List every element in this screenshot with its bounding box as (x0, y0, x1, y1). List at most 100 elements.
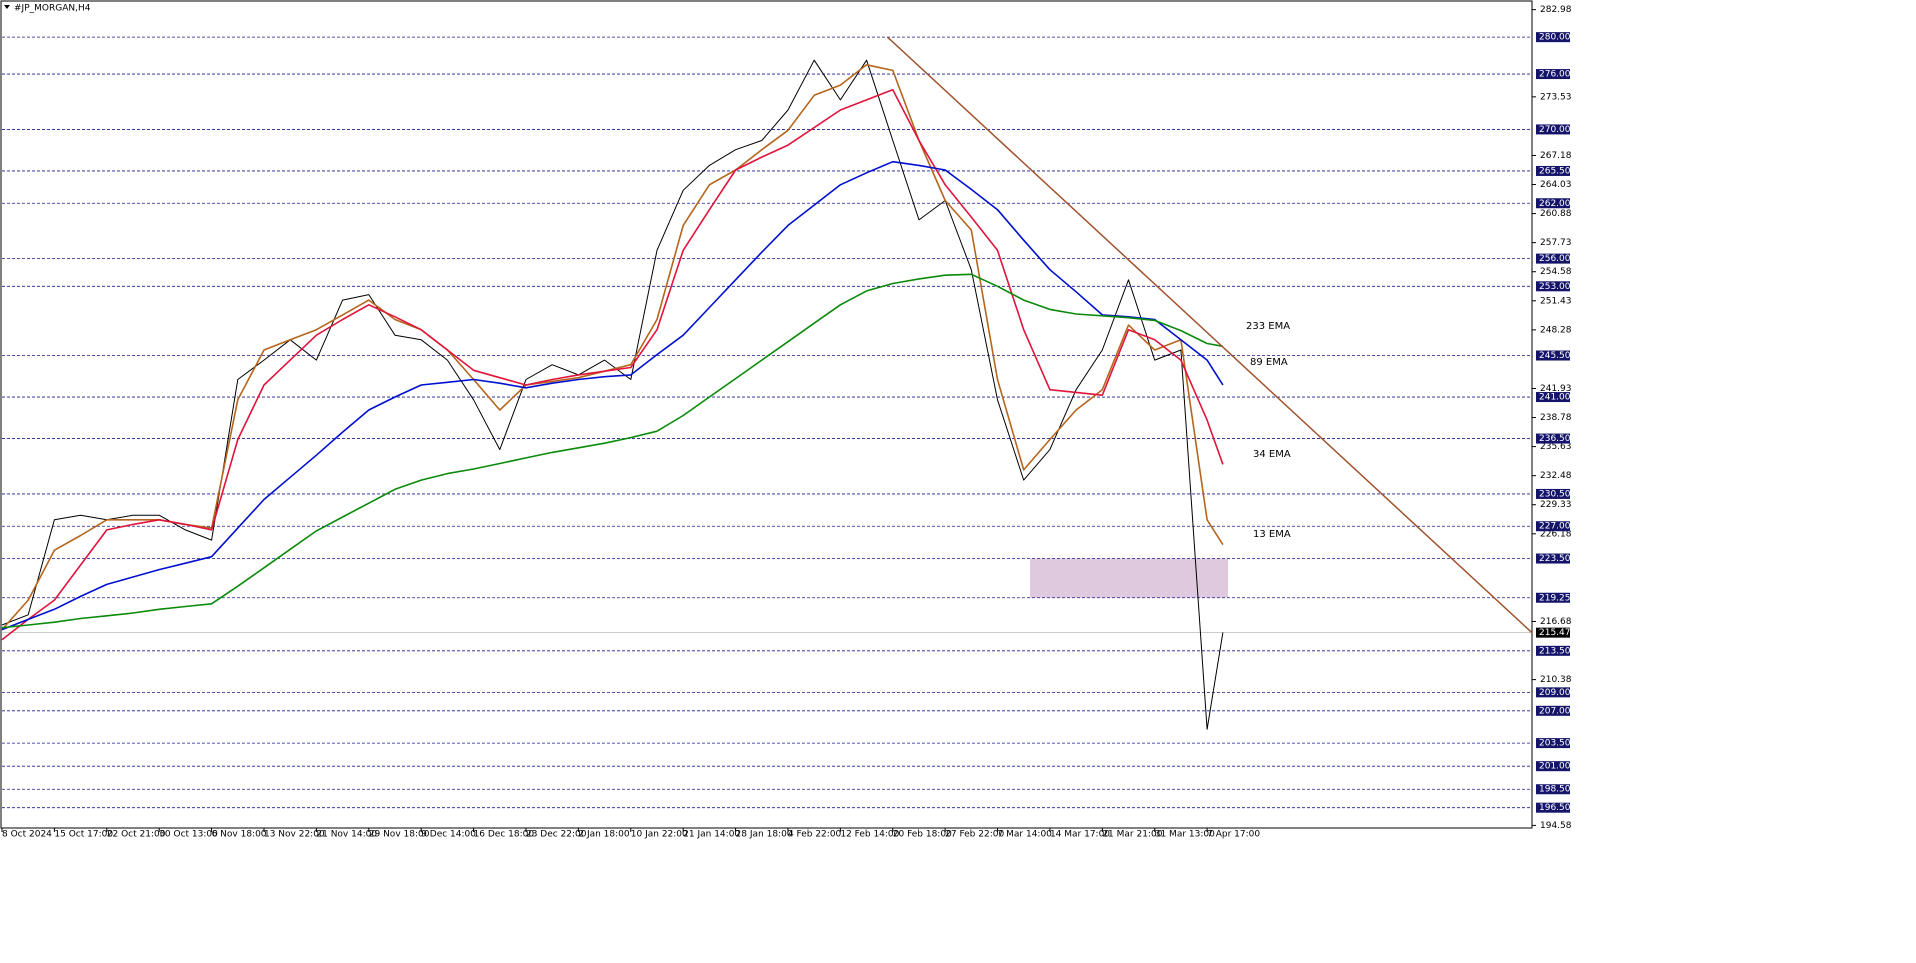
x-tick-label: 29 Nov 18:00 (369, 830, 430, 840)
x-tick-label: 8 Oct 2024 (2, 830, 52, 840)
x-tick-label: 22 Oct 21:00 (107, 830, 166, 840)
level-box (1536, 738, 1570, 749)
x-tick-label: 12 Feb 14:00 (840, 830, 899, 840)
x-tick-label: 15 Oct 17:00 (54, 830, 113, 840)
level-box (1536, 253, 1570, 264)
level-box (1536, 521, 1570, 532)
y-tick-label: 273.53 (1540, 92, 1572, 102)
level-label: 201.00 (1539, 762, 1571, 772)
level-label: 253.00 (1539, 282, 1571, 292)
level-box (1536, 761, 1570, 772)
x-tick-label: 6 Nov 18:00 (212, 830, 267, 840)
level-label: 241.00 (1539, 393, 1571, 403)
x-tick-label: 28 Jan 18:00 (736, 830, 793, 840)
level-label: 227.00 (1539, 522, 1571, 532)
zone (1030, 558, 1229, 598)
level-label: 223.50 (1539, 554, 1571, 564)
series-line (1, 160, 1224, 631)
level-label: 213.50 (1539, 646, 1571, 656)
ema-label: 13 EMA (1253, 529, 1291, 540)
level-label: 280.00 (1539, 33, 1571, 43)
y-tick-label: 254.58 (1540, 267, 1572, 277)
level-label: 209.00 (1539, 688, 1571, 698)
y-tick-label: 210.38 (1540, 675, 1572, 685)
level-label: 198.50 (1539, 785, 1571, 795)
level-box (1536, 69, 1570, 80)
level-box (1536, 488, 1570, 499)
x-tick-label: 30 Oct 13:00 (159, 830, 218, 840)
level-label: 245.50 (1539, 351, 1571, 361)
y-tick-label: 226.18 (1540, 529, 1572, 539)
x-tick-label: 23 Dec 22:00 (526, 830, 587, 840)
level-box (1536, 198, 1570, 209)
ema-label: 34 EMA (1253, 449, 1291, 460)
y-tick-label: 257.73 (1540, 238, 1572, 248)
y-tick-label: 251.43 (1540, 296, 1572, 306)
x-tick-label: 16 Dec 18:00 (474, 830, 535, 840)
plot-frame (0, 0, 1533, 829)
series-line (1, 64, 1224, 631)
trendline (887, 36, 1533, 634)
level-box (1536, 433, 1570, 444)
x-tick-label: 21 Nov 14:00 (316, 830, 377, 840)
level-label: 196.50 (1539, 803, 1571, 813)
x-tick-label: 27 Feb 22:00 (945, 830, 1004, 840)
x-tick-label: 21 Jan 14:00 (683, 830, 740, 840)
x-tick-label: 4 Feb 22:00 (788, 830, 842, 840)
level-box (1536, 392, 1570, 403)
y-tick-label: 264.03 (1540, 180, 1572, 190)
level-box (1536, 705, 1570, 716)
y-tick-label: 235.63 (1540, 442, 1572, 452)
level-box (1536, 553, 1570, 564)
level-label: 256.00 (1539, 254, 1571, 264)
last-price-box (1536, 627, 1570, 638)
level-box (1536, 165, 1570, 176)
level-label: 203.50 (1539, 739, 1571, 749)
y-tick-label: 194.58 (1540, 821, 1572, 831)
level-box (1536, 350, 1570, 361)
series-line (1, 273, 1224, 629)
y-tick-label: 216.68 (1540, 617, 1572, 627)
y-tick-label: 238.78 (1540, 413, 1572, 423)
y-tick-label: 241.93 (1540, 384, 1572, 394)
x-tick-label: 21 Mar 21:00 (1102, 830, 1162, 840)
x-tick-label: 2 Jan 18:00 (578, 830, 630, 840)
level-box (1536, 281, 1570, 292)
ema-label: 233 EMA (1246, 321, 1290, 332)
chart-title: #JP_MORGAN,H4 (14, 4, 91, 14)
y-tick-label: 248.28 (1540, 325, 1572, 335)
level-box (1536, 687, 1570, 698)
y-tick-label: 260.88 (1540, 209, 1572, 219)
level-box (1536, 124, 1570, 135)
x-tick-label: 31 Mar 13:00 (1155, 830, 1215, 840)
x-tick-label: 7 Apr 17:00 (1207, 830, 1260, 840)
ema-label: 89 EMA (1250, 357, 1288, 368)
y-tick-label: 232.48 (1540, 471, 1572, 481)
x-tick-label: 10 Jan 22:00 (631, 830, 688, 840)
y-tick-label: 267.18 (1540, 151, 1572, 161)
level-label: 207.00 (1539, 706, 1571, 716)
level-label: 230.50 (1539, 489, 1571, 499)
last-price-label: 215.47 (1539, 628, 1571, 638)
level-box (1536, 32, 1570, 43)
level-label: 262.00 (1539, 199, 1571, 209)
level-label: 276.00 (1539, 70, 1571, 80)
level-box (1536, 802, 1570, 813)
level-box (1536, 784, 1570, 795)
series-line (1, 59, 1224, 730)
level-label: 236.50 (1539, 434, 1571, 444)
x-tick-label: 13 Nov 22:00 (264, 830, 325, 840)
level-box (1536, 592, 1570, 603)
y-tick-label: 229.33 (1540, 500, 1572, 510)
x-tick-label: 14 Mar 17:00 (1050, 830, 1110, 840)
level-label: 265.50 (1539, 166, 1571, 176)
series-line (1, 88, 1224, 641)
menu-arrow[interactable] (4, 5, 10, 9)
level-box (1536, 645, 1570, 656)
level-label: 219.25 (1539, 593, 1571, 603)
x-tick-label: 9 Dec 14:00 (421, 830, 476, 840)
level-label: 270.00 (1539, 125, 1571, 135)
x-tick-label: 20 Feb 18:00 (893, 830, 952, 840)
